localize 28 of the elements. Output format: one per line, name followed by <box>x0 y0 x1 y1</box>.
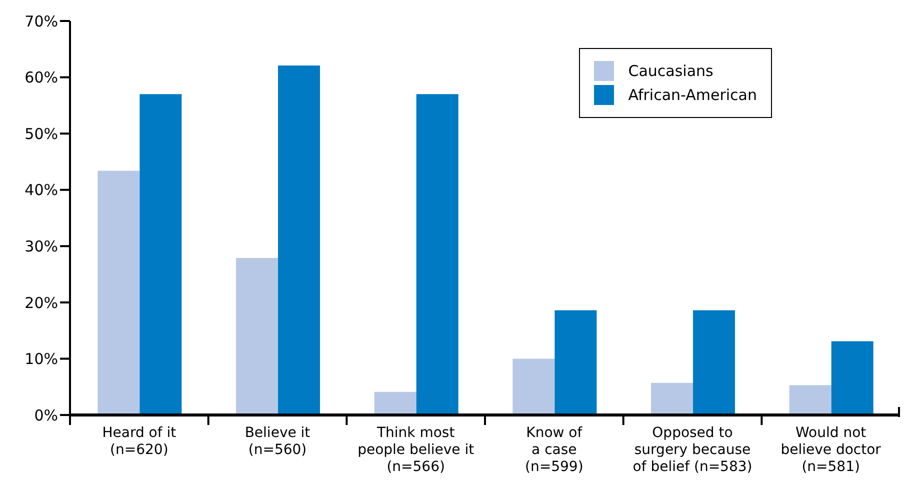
bar <box>98 170 140 415</box>
x-tick-label: Opposed to surgery because of belief (n=583) <box>632 425 752 475</box>
bar <box>278 65 320 415</box>
bar <box>789 385 832 415</box>
y-tick-label: 40% <box>24 181 58 200</box>
x-tick-label: Think most people believe it (n=566) <box>358 425 475 475</box>
bar <box>236 258 278 415</box>
y-tick-label: 60% <box>24 68 58 87</box>
legend-label: Caucasians <box>628 62 714 80</box>
bar <box>831 341 874 415</box>
bar <box>416 94 458 415</box>
legend-label: African-American <box>628 86 757 104</box>
x-tick-label: Believe it (n=560) <box>244 425 311 458</box>
x-tick-label: Would not believe doctor (n=581) <box>780 425 882 475</box>
x-tick-label: Heard of it (n=620) <box>102 425 177 458</box>
y-tick-label: 20% <box>24 294 58 312</box>
bar <box>512 358 555 415</box>
bar <box>693 310 735 415</box>
x-tick-label: Know of a case (n=599) <box>525 425 584 475</box>
bar <box>374 392 416 415</box>
bar <box>651 382 693 415</box>
y-tick-label: 50% <box>24 124 58 143</box>
y-tick-label: 30% <box>24 237 58 256</box>
y-tick-label: 10% <box>24 350 58 368</box>
y-tick-label: 0% <box>34 406 58 424</box>
y-tick-label: 70% <box>24 12 58 30</box>
bar <box>140 94 182 415</box>
bar <box>554 310 597 415</box>
